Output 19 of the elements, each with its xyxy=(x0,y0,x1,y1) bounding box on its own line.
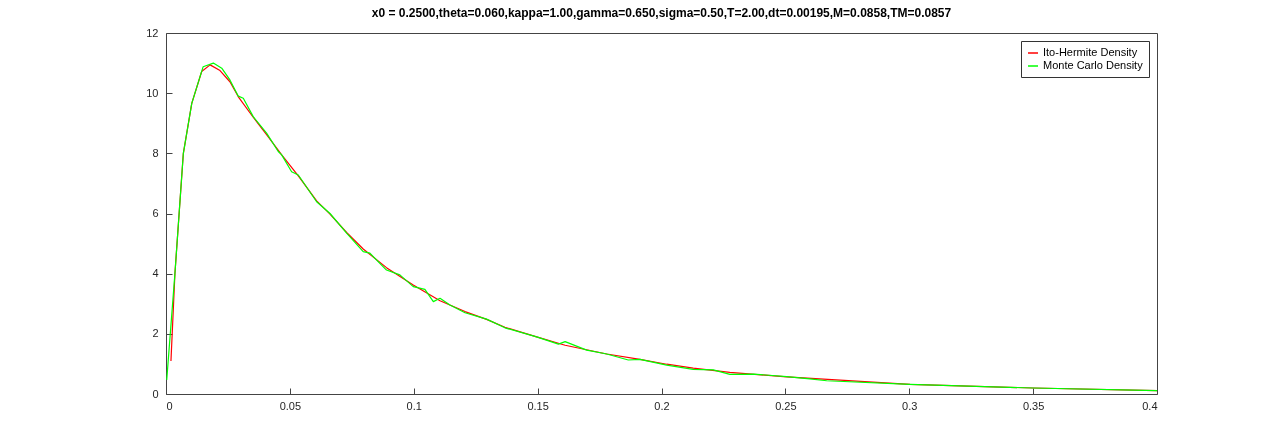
x-tick-label: 0.1 xyxy=(406,399,422,412)
y-tick-label: 0 xyxy=(152,387,159,400)
x-tick-label: 0 xyxy=(166,399,173,412)
y-tick-label: 10 xyxy=(146,86,159,99)
x-tick-label: 0.35 xyxy=(1022,399,1045,412)
y-tick-label: 8 xyxy=(152,146,159,159)
y-tick-label: 6 xyxy=(152,207,159,219)
x-tick-label: 0.05 xyxy=(279,399,302,412)
x-tick-label: 0.25 xyxy=(775,399,797,412)
x-tick-label: 0.4 xyxy=(1142,399,1158,412)
y-tick-label: 2 xyxy=(152,327,159,340)
x-tick-label: 0.3 xyxy=(902,399,918,412)
legend-label: Ito-Hermite Density xyxy=(1043,46,1138,58)
chart-title: x0 = 0.2500,theta=0.060,kappa=1.00,gamma=0.650,sigma=0.50,T=2.00,dt=0.00195,M=0.0858,TM=0.0857 xyxy=(371,6,952,20)
x-tick-label: 0.15 xyxy=(527,399,549,412)
y-tick-label: 4 xyxy=(152,267,159,280)
x-tick-label: 0.2 xyxy=(654,399,670,412)
legend-label: Monte Carlo Density xyxy=(1043,59,1144,71)
y-tick-label: 12 xyxy=(146,26,159,39)
